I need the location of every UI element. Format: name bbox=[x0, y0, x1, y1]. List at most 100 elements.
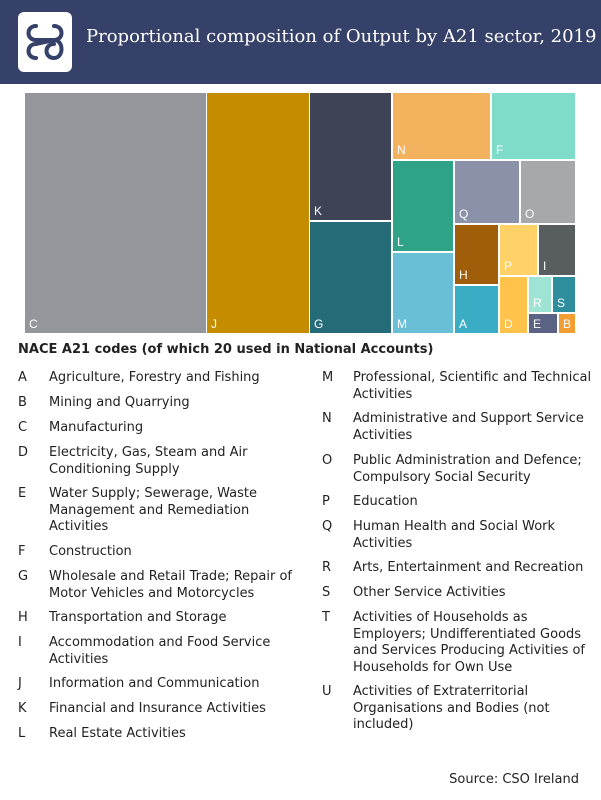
legend-entry-r: R Arts, Entertainment and Recreation bbox=[322, 560, 601, 585]
legend-code: S bbox=[322, 585, 331, 600]
treemap-tile-a bbox=[455, 286, 498, 333]
legend-entry-p: P Education bbox=[322, 494, 601, 519]
treemap-label-h: H bbox=[459, 268, 468, 282]
treemap-label-s: S bbox=[557, 296, 565, 310]
legend-entry-d: D Electricity, Gas, Steam and Air Condit… bbox=[18, 445, 298, 486]
legend-label: Agriculture, Forestry and Fishing bbox=[49, 370, 260, 385]
legend-label: Information and Communication bbox=[49, 676, 260, 691]
legend-entry-i: I Accommodation and Food Service Activit… bbox=[18, 635, 298, 676]
treemap-tile-o bbox=[521, 161, 575, 223]
cso-logo-icon bbox=[18, 12, 72, 72]
treemap-tile-s bbox=[553, 277, 575, 312]
treemap-label-o: O bbox=[525, 207, 534, 221]
treemap-tile-g bbox=[310, 222, 391, 333]
treemap-tile-d bbox=[500, 277, 527, 333]
legend-label: Accommodation and Food Service Activitie… bbox=[49, 635, 271, 667]
page-title: Proportional composition of Output by A2… bbox=[86, 26, 597, 47]
treemap-tile-j bbox=[207, 93, 309, 333]
legend-label: Education bbox=[353, 494, 418, 509]
legend-entry-g: G Wholesale and Retail Trade; Repair of … bbox=[18, 569, 298, 610]
treemap-label-q: Q bbox=[459, 207, 468, 221]
legend-label: Transportation and Storage bbox=[49, 610, 227, 625]
legend-label: Professional, Scientific and Technical A… bbox=[353, 370, 592, 402]
treemap-tile-b bbox=[559, 314, 575, 333]
legend-entry-m: M Professional, Scientific and Technical… bbox=[322, 370, 601, 411]
source-note: Source: CSO Ireland bbox=[449, 772, 579, 787]
legend-code: E bbox=[18, 486, 27, 501]
legend-heading: NACE A21 codes (of which 20 used in Nati… bbox=[18, 342, 434, 357]
treemap-label-m: M bbox=[397, 317, 407, 331]
legend-entry-l: L Real Estate Activities bbox=[18, 726, 298, 751]
treemap-tile-m bbox=[393, 253, 453, 333]
legend-code: O bbox=[322, 453, 333, 468]
legend-entry-f: F Construction bbox=[18, 544, 298, 569]
legend-code: I bbox=[18, 635, 22, 650]
treemap-tile-n bbox=[393, 93, 490, 159]
legend-label: Arts, Entertainment and Recreation bbox=[353, 560, 584, 575]
legend-entry-s: S Other Service Activities bbox=[322, 585, 601, 610]
treemap-tile-p bbox=[500, 225, 537, 275]
legend-code: U bbox=[322, 684, 332, 699]
treemap-tile-h bbox=[455, 225, 498, 284]
legend-code: H bbox=[18, 610, 28, 625]
legend-column-left: A Agriculture, Forestry and Fishing B Mi… bbox=[18, 370, 298, 751]
treemap-tile-c bbox=[25, 93, 206, 333]
treemap-label-n: N bbox=[397, 143, 406, 157]
treemap-tile-f bbox=[492, 93, 575, 159]
legend-code: Q bbox=[322, 519, 333, 534]
treemap-label-c: C bbox=[29, 317, 38, 331]
legend-code: D bbox=[18, 445, 29, 460]
legend-label: Manufacturing bbox=[49, 420, 144, 435]
legend-label: Public Administration and Defence; Compu… bbox=[353, 453, 582, 485]
legend-code: R bbox=[322, 560, 332, 575]
legend-code: C bbox=[18, 420, 28, 435]
legend-code: F bbox=[18, 544, 26, 559]
legend-entry-u: U Activities of Extraterritorial Organis… bbox=[322, 684, 601, 742]
legend-entry-h: H Transportation and Storage bbox=[18, 610, 298, 635]
treemap-label-e: E bbox=[533, 317, 541, 331]
treemap-label-r: R bbox=[533, 296, 542, 310]
legend-code: N bbox=[322, 411, 332, 426]
treemap-tile-i bbox=[539, 225, 575, 275]
legend-code: A bbox=[18, 370, 27, 385]
legend-label: Other Service Activities bbox=[353, 585, 506, 600]
legend-label: Real Estate Activities bbox=[49, 726, 186, 741]
legend-label: Activities of Households as Employers; U… bbox=[353, 610, 586, 675]
treemap-tile-e bbox=[529, 314, 557, 333]
legend-code: G bbox=[18, 569, 29, 584]
treemap-label-a: A bbox=[459, 317, 467, 331]
legend-label: Activities of Extraterritorial Organisat… bbox=[353, 684, 550, 732]
treemap-tile-q bbox=[455, 161, 519, 223]
legend-entry-k: K Financial and Insurance Activities bbox=[18, 701, 298, 726]
legend-label: Mining and Quarrying bbox=[49, 395, 190, 410]
treemap-label-k: K bbox=[314, 204, 322, 218]
legend-entry-c: C Manufacturing bbox=[18, 420, 298, 445]
treemap-label-b: B bbox=[563, 317, 571, 331]
legend-code: T bbox=[322, 610, 330, 625]
legend-entry-q: Q Human Health and Social Work Activitie… bbox=[322, 519, 601, 560]
legend-label: Wholesale and Retail Trade; Repair of Mo… bbox=[49, 569, 292, 601]
legend-label: Human Health and Social Work Activities bbox=[353, 519, 556, 551]
legend-code: M bbox=[322, 370, 334, 385]
legend-entry-b: B Mining and Quarrying bbox=[18, 395, 298, 420]
legend-label: Construction bbox=[49, 544, 132, 559]
legend-entry-j: J Information and Communication bbox=[18, 676, 298, 701]
treemap-chart: C J K G N F L M Q O H A P I D R S E B bbox=[25, 93, 575, 333]
header-banner: Proportional composition of Output by A2… bbox=[0, 0, 601, 84]
legend-entry-t: T Activities of Households as Employers;… bbox=[322, 610, 601, 684]
treemap-label-i: I bbox=[543, 259, 546, 273]
treemap-label-j: J bbox=[211, 317, 217, 331]
treemap-label-d: D bbox=[504, 317, 513, 331]
legend-code: K bbox=[18, 701, 27, 716]
legend-code: B bbox=[18, 395, 27, 410]
treemap-label-p: P bbox=[504, 259, 512, 273]
legend-column-right: M Professional, Scientific and Technical… bbox=[322, 370, 601, 742]
treemap-tile-k bbox=[310, 93, 391, 220]
legend-label: Administrative and Support Service Activ… bbox=[353, 411, 584, 443]
treemap-label-f: F bbox=[496, 143, 503, 157]
treemap-tile-l bbox=[393, 161, 453, 251]
legend-label: Electricity, Gas, Steam and Air Conditio… bbox=[49, 445, 248, 477]
legend-entry-e: E Water Supply; Sewerage, Waste Manageme… bbox=[18, 486, 298, 544]
legend-entry-n: N Administrative and Support Service Act… bbox=[322, 411, 601, 453]
treemap-label-g: G bbox=[314, 317, 323, 331]
